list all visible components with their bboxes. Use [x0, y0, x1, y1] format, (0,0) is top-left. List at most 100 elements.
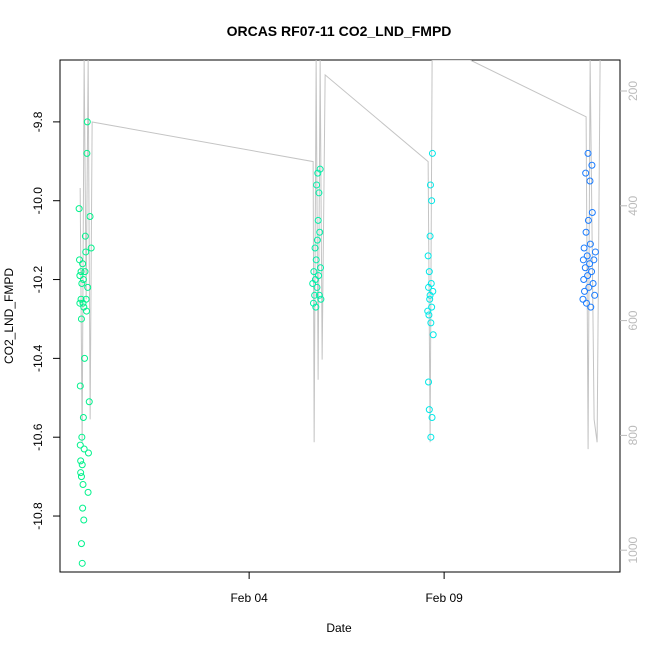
y2-tick-label: 600 — [626, 310, 640, 330]
data-point — [425, 268, 433, 276]
y-tick-label: -10.2 — [31, 266, 45, 294]
data-point — [82, 248, 90, 256]
data-point — [590, 256, 598, 264]
y2-tick-label: 200 — [626, 81, 640, 101]
data-point — [424, 307, 432, 315]
data-point — [580, 244, 588, 252]
y2-tick-label: 800 — [626, 425, 640, 445]
data-point — [81, 268, 89, 276]
data-point — [79, 480, 87, 488]
data-point — [579, 256, 587, 264]
data-point — [317, 295, 325, 303]
data-point — [75, 205, 83, 213]
data-point — [83, 149, 91, 157]
data-point — [584, 272, 592, 280]
data-point — [586, 177, 594, 185]
data-point — [314, 169, 322, 177]
data-point — [77, 315, 85, 323]
data-point — [313, 283, 321, 291]
data-point — [425, 378, 433, 386]
y2-tick-label: 1000 — [626, 537, 640, 564]
data-point — [428, 197, 436, 205]
data-point — [582, 169, 590, 177]
data-point — [78, 279, 86, 287]
data-point — [315, 272, 323, 280]
data-point — [429, 331, 437, 339]
data-point — [583, 252, 591, 260]
data-point — [81, 232, 89, 240]
data-point — [313, 236, 321, 244]
plot-frame — [59, 59, 621, 573]
data-point — [428, 303, 436, 311]
data-point — [579, 295, 587, 303]
data-point — [315, 189, 323, 197]
y2-tick-label: 400 — [626, 195, 640, 215]
data-point — [588, 268, 596, 276]
data-point — [311, 244, 319, 252]
data-point — [581, 287, 589, 295]
data-point — [79, 260, 87, 268]
data-point — [78, 559, 86, 567]
data-point — [76, 299, 84, 307]
x-tick-label: Feb 04 — [230, 591, 268, 605]
data-point — [425, 311, 433, 319]
trace-line — [79, 60, 601, 450]
y-tick-label: -10.8 — [31, 502, 45, 530]
data-point — [76, 441, 84, 449]
data-point — [428, 413, 436, 421]
data-point — [79, 413, 87, 421]
data-point — [85, 398, 93, 406]
data-point — [580, 276, 588, 284]
data-point — [77, 295, 85, 303]
data-point — [427, 319, 435, 327]
data-point — [77, 268, 85, 276]
data-point — [76, 382, 84, 390]
data-point — [312, 303, 320, 311]
data-point — [78, 461, 86, 469]
y-tick-label: -9.8 — [31, 111, 45, 132]
data-point — [425, 406, 433, 414]
data-point — [586, 240, 594, 248]
data-point — [427, 433, 435, 441]
data-point — [76, 272, 84, 280]
data-point — [313, 181, 321, 189]
data-point — [77, 469, 85, 477]
data-point — [314, 216, 322, 224]
data-point — [586, 260, 594, 268]
data-point — [81, 354, 89, 362]
data-point — [582, 299, 590, 307]
data-point — [80, 445, 88, 453]
data-point — [316, 165, 324, 173]
data-point — [80, 516, 88, 524]
y-axis-label: CO2_LND_FMPD — [2, 268, 16, 364]
data-point — [310, 268, 318, 276]
data-point — [584, 216, 592, 224]
y-tick-label: -10.0 — [31, 187, 45, 215]
data-point — [591, 248, 599, 256]
data-point — [317, 264, 325, 272]
data-point — [424, 252, 432, 260]
data-point — [312, 256, 320, 264]
data-point — [83, 307, 91, 315]
data-point — [309, 299, 317, 307]
data-point — [82, 295, 90, 303]
data-point — [427, 279, 435, 287]
x-axis-label: Date — [326, 621, 352, 635]
data-point — [311, 291, 319, 299]
data-point — [84, 449, 92, 457]
data-point — [428, 149, 436, 157]
data-point — [84, 283, 92, 291]
data-point — [582, 228, 590, 236]
data-point — [86, 212, 94, 220]
data-point — [78, 433, 86, 441]
data-point — [585, 283, 593, 291]
data-point — [87, 244, 95, 252]
data-point — [589, 279, 597, 287]
data-point — [426, 181, 434, 189]
data-point — [587, 303, 595, 311]
data-point — [84, 488, 92, 496]
data-point — [83, 118, 91, 126]
data-point — [75, 256, 83, 264]
